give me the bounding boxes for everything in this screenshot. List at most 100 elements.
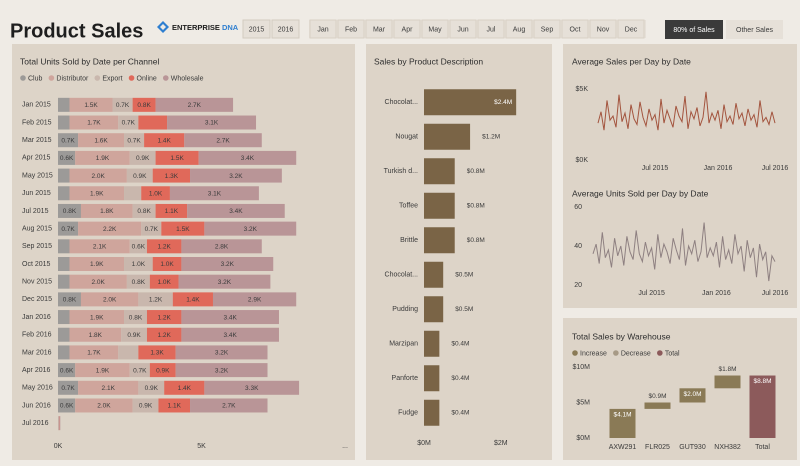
month-slicer-label[interactable]: Sep (541, 26, 554, 33)
bar-segment (129, 239, 147, 254)
month-slicer[interactable] (449, 19, 477, 39)
data-label: $0.8M (467, 168, 485, 175)
waterfall-bar (609, 408, 636, 438)
x-tick-label: ... (342, 443, 348, 450)
y-tick-label: Sep 2015 (22, 243, 52, 250)
year-slicer-label[interactable]: 2016 (278, 26, 294, 33)
waterfall-bar (679, 388, 706, 403)
bar-segment (212, 292, 297, 307)
data-label: 1.6K (94, 137, 108, 144)
month-slicer-label[interactable]: Oct (570, 26, 581, 33)
chart-title: Average Units Sold per Day by Date (572, 188, 709, 198)
month-slicer[interactable] (561, 19, 589, 39)
line (592, 222, 776, 282)
month-slicer[interactable] (309, 19, 337, 39)
month-slicer[interactable] (505, 19, 533, 39)
x-tick-label: Jul 2015 (642, 165, 669, 172)
sales-filter-label[interactable]: 80% of Sales (673, 27, 715, 34)
legend-label: Increase (580, 350, 607, 357)
month-slicer[interactable] (589, 19, 617, 39)
month-slicer[interactable] (617, 19, 645, 39)
bar-segment (126, 168, 153, 183)
logo-icon (157, 21, 169, 33)
bar-segment (78, 380, 139, 395)
month-slicer-label[interactable]: Mar (373, 26, 386, 33)
month-slicer[interactable] (365, 19, 393, 39)
bar (424, 330, 440, 357)
bar-segment (78, 133, 125, 148)
year-slicer[interactable] (271, 19, 300, 39)
bar-segment (175, 345, 268, 360)
data-label: 0.8K (137, 102, 151, 109)
sales-filter-button[interactable] (665, 20, 723, 39)
data-label: 0.8K (137, 208, 151, 215)
bar-segment (69, 327, 122, 342)
data-label: 1.7K (87, 120, 101, 127)
data-label: 0.6K (60, 403, 74, 410)
y-tick-label: Jan 2015 (22, 102, 51, 109)
data-label: 1.9K (90, 261, 104, 268)
data-label: 0.9K (145, 385, 159, 392)
bar-segment (69, 97, 113, 112)
month-slicer-label[interactable]: Dec (625, 26, 638, 33)
bar-segment (161, 221, 205, 236)
y-tick-label: Fudge (398, 410, 418, 417)
y-tick-label: Pudding (392, 306, 418, 313)
month-slicer-label[interactable]: Nov (597, 26, 610, 33)
y-tick-label: Nov 2015 (22, 279, 52, 286)
data-label: 1.2K (158, 244, 172, 251)
x-tick-label: $2M (494, 440, 508, 447)
month-slicer-label[interactable]: Jul (487, 26, 496, 33)
bar-segment (124, 133, 145, 148)
data-label: 0.7K (127, 137, 141, 144)
bar-segment (124, 310, 147, 325)
year-slicer-label[interactable]: 2015 (249, 26, 265, 33)
bar-segment (198, 150, 297, 165)
month-slicer-label[interactable]: Jan (317, 26, 328, 33)
data-label: $0.4M (451, 375, 469, 382)
data-label: 2.2K (103, 226, 117, 233)
y-tick-label: Nougat (395, 134, 418, 141)
month-slicer[interactable] (477, 19, 505, 39)
month-slicer[interactable] (533, 19, 561, 39)
bar-segment (118, 345, 139, 360)
data-label: 0.6K (132, 244, 146, 251)
month-slicer-label[interactable]: Jun (457, 26, 468, 33)
bar-segment (80, 203, 133, 218)
logo-text: ENTERPRISE DNA (172, 23, 239, 32)
y-tick-label: Brittle (400, 237, 418, 244)
bar-segment (58, 97, 70, 112)
x-tick-label: AXW291 (609, 444, 637, 451)
month-slicer-label[interactable]: May (428, 26, 442, 33)
month-slicer-label[interactable]: Apr (402, 26, 414, 33)
data-label: 3.4K (224, 332, 238, 339)
year-slicer[interactable] (242, 19, 271, 39)
month-slicer[interactable] (337, 19, 365, 39)
data-label: 2.0K (97, 403, 111, 410)
bar-segment (181, 239, 262, 254)
bar-segment (129, 363, 150, 378)
y-tick-label: Jul 2015 (22, 208, 49, 215)
month-slicer-label[interactable]: Aug (513, 26, 526, 33)
waterfall-bar (644, 402, 671, 409)
month-slicer[interactable] (393, 19, 421, 39)
month-slicer[interactable] (421, 19, 449, 39)
data-label: 1.9K (90, 314, 104, 321)
data-label: 1.9K (96, 155, 110, 162)
bar-segment (146, 327, 182, 342)
data-label: 0.7K (61, 385, 75, 392)
bar-segment (58, 115, 70, 130)
chart-title: Sales by Product Description (374, 56, 483, 66)
sales-filter-label[interactable]: Other Sales (736, 27, 773, 34)
panel (563, 44, 797, 308)
data-label: $0.4M (451, 409, 469, 416)
data-label: $0.8M (467, 237, 485, 244)
data-label: 3.2K (244, 226, 258, 233)
data-label: 0.7K (145, 226, 159, 233)
month-slicer-label[interactable]: Feb (345, 26, 357, 33)
bar (424, 296, 444, 323)
bar-segment (69, 239, 130, 254)
data-label: 3.2K (229, 173, 243, 180)
sales-filter-button[interactable] (726, 20, 783, 39)
bar-segment (78, 221, 142, 236)
